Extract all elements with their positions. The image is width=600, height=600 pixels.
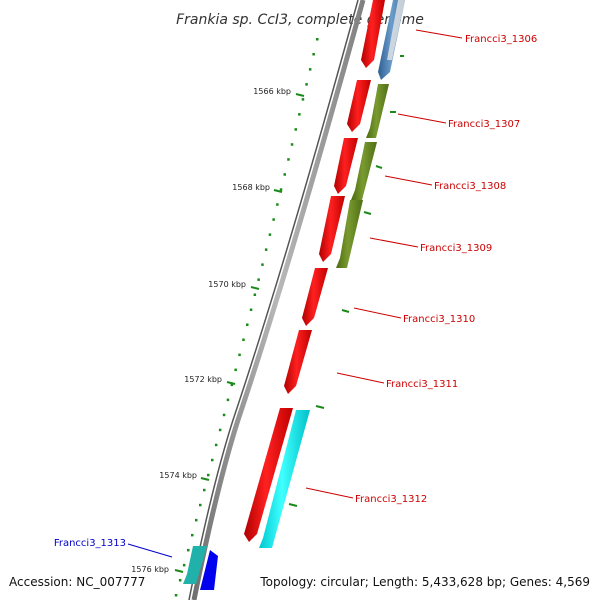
gene-1307-forward	[347, 80, 371, 132]
gene-1312-forward	[244, 408, 293, 542]
leader-line-1311	[336, 372, 385, 384]
outer-tick	[363, 211, 372, 215]
tick-label-1576: 1576 kbp	[131, 565, 169, 574]
gene-1313-reverse-blue	[200, 550, 218, 590]
scale-dot	[178, 579, 182, 582]
genome-summary-text: Topology: circular; Length: 5,433,628 bp…	[259, 575, 590, 589]
scale-dot	[312, 53, 315, 56]
gene-1309-forward	[319, 196, 345, 262]
tick-label-1568: 1568 kbp	[232, 183, 270, 192]
scale-dot	[238, 353, 241, 357]
tick-mark-1566	[295, 93, 305, 97]
scale-dot	[199, 503, 202, 507]
accession-text: Accession: NC_007777	[9, 575, 145, 589]
scale-dot	[276, 203, 279, 206]
leader-line-1306	[415, 29, 463, 39]
gene-labels: Francci3_1306 Francci3_1307 Francci3_130…	[54, 34, 537, 549]
scale-dot	[261, 263, 264, 266]
leader-line-1310	[353, 307, 402, 319]
scale-dot	[305, 83, 308, 86]
leader-line-1309	[369, 237, 419, 248]
tick-mark-1570	[250, 286, 260, 290]
gene-1310-forward	[302, 268, 328, 326]
genome-backbone	[191, 0, 366, 600]
outer-tick	[375, 165, 383, 169]
scale-dot	[246, 323, 249, 326]
gene-1307-reverse	[366, 84, 389, 138]
scale-dot	[226, 398, 230, 402]
outer-tick	[341, 309, 350, 313]
outer-ticks	[288, 55, 404, 507]
scale-dot	[316, 38, 319, 41]
scale-dot	[287, 158, 290, 161]
scale-dot	[253, 293, 257, 296]
scale-dot	[264, 248, 268, 251]
tick-label-1566: 1566 kbp	[253, 87, 291, 96]
scale-dot	[187, 548, 190, 552]
outer-tick	[288, 503, 298, 507]
scale-dot	[242, 338, 245, 341]
tick-mark-1574	[200, 477, 210, 481]
gene-label-1311: Francci3_1311	[386, 379, 458, 390]
scale-dot	[207, 473, 210, 477]
scale-dot	[191, 533, 194, 537]
scale-dot	[234, 368, 237, 372]
gene-label-1306: Francci3_1306	[465, 34, 537, 45]
scale-dot	[203, 488, 206, 492]
scale-dot	[195, 518, 198, 522]
gene-label-1309: Francci3_1309	[420, 243, 492, 254]
gene-1308-forward	[334, 138, 358, 194]
gene-1312-reverse	[259, 410, 310, 548]
tick-mark-1568	[273, 189, 283, 193]
genome-backbone-inner	[188, 0, 359, 600]
scale-dot	[290, 143, 294, 146]
scale-ticks: 1566 kbp 1568 kbp 1570 kbp 1572 kbp 1574…	[131, 87, 305, 574]
reverse-strand-genes	[183, 0, 405, 590]
scale-dot	[294, 128, 297, 131]
leader-line-1313	[127, 543, 173, 558]
scale-dot	[214, 443, 218, 447]
scale-dot	[308, 68, 312, 71]
scale-dot	[283, 173, 286, 176]
scale-dot	[257, 278, 260, 281]
genome-title: Frankia sp. CcI3, complete genome	[176, 12, 424, 28]
gene-1309-reverse	[336, 200, 363, 268]
tick-mark-1572	[226, 381, 236, 385]
gene-1311-forward	[284, 330, 312, 394]
scale-dot	[272, 218, 275, 221]
scale-dot	[182, 563, 186, 567]
tick-mark-1576	[174, 569, 184, 573]
tick-label-1570: 1570 kbp	[208, 280, 246, 289]
gene-label-1313: Francci3_1313	[54, 538, 126, 549]
outer-tick	[315, 405, 325, 409]
scale-dot	[301, 98, 305, 101]
scale-dot	[268, 233, 272, 236]
leader-line-1308	[384, 175, 433, 186]
scale-dot	[222, 413, 226, 417]
scale-dot	[211, 458, 214, 462]
gene-label-1310: Francci3_1310	[403, 314, 475, 325]
scale-dot	[230, 383, 234, 387]
tick-label-1572: 1572 kbp	[184, 375, 222, 384]
scale-dots	[174, 38, 319, 597]
scale-dot	[249, 308, 253, 311]
gene-1306-reverse-sheen	[387, 0, 405, 60]
forward-strand-genes	[244, 0, 385, 542]
gene-label-1308: Francci3_1308	[434, 181, 506, 192]
gene-label-1307: Francci3_1307	[448, 119, 520, 130]
scale-dot	[298, 113, 301, 116]
gene-1306-forward	[361, 0, 385, 68]
leader-line-1312	[305, 487, 354, 499]
gene-1308-reverse	[351, 142, 377, 200]
scale-dot	[279, 188, 283, 191]
leader-line-1307	[397, 113, 447, 124]
gene-label-1312: Francci3_1312	[355, 494, 427, 505]
scale-dot	[218, 428, 222, 432]
scale-dot	[174, 594, 178, 597]
gene-1313-reverse-teal	[183, 546, 207, 584]
leader-lines	[127, 29, 463, 558]
tick-label-1574: 1574 kbp	[159, 471, 197, 480]
